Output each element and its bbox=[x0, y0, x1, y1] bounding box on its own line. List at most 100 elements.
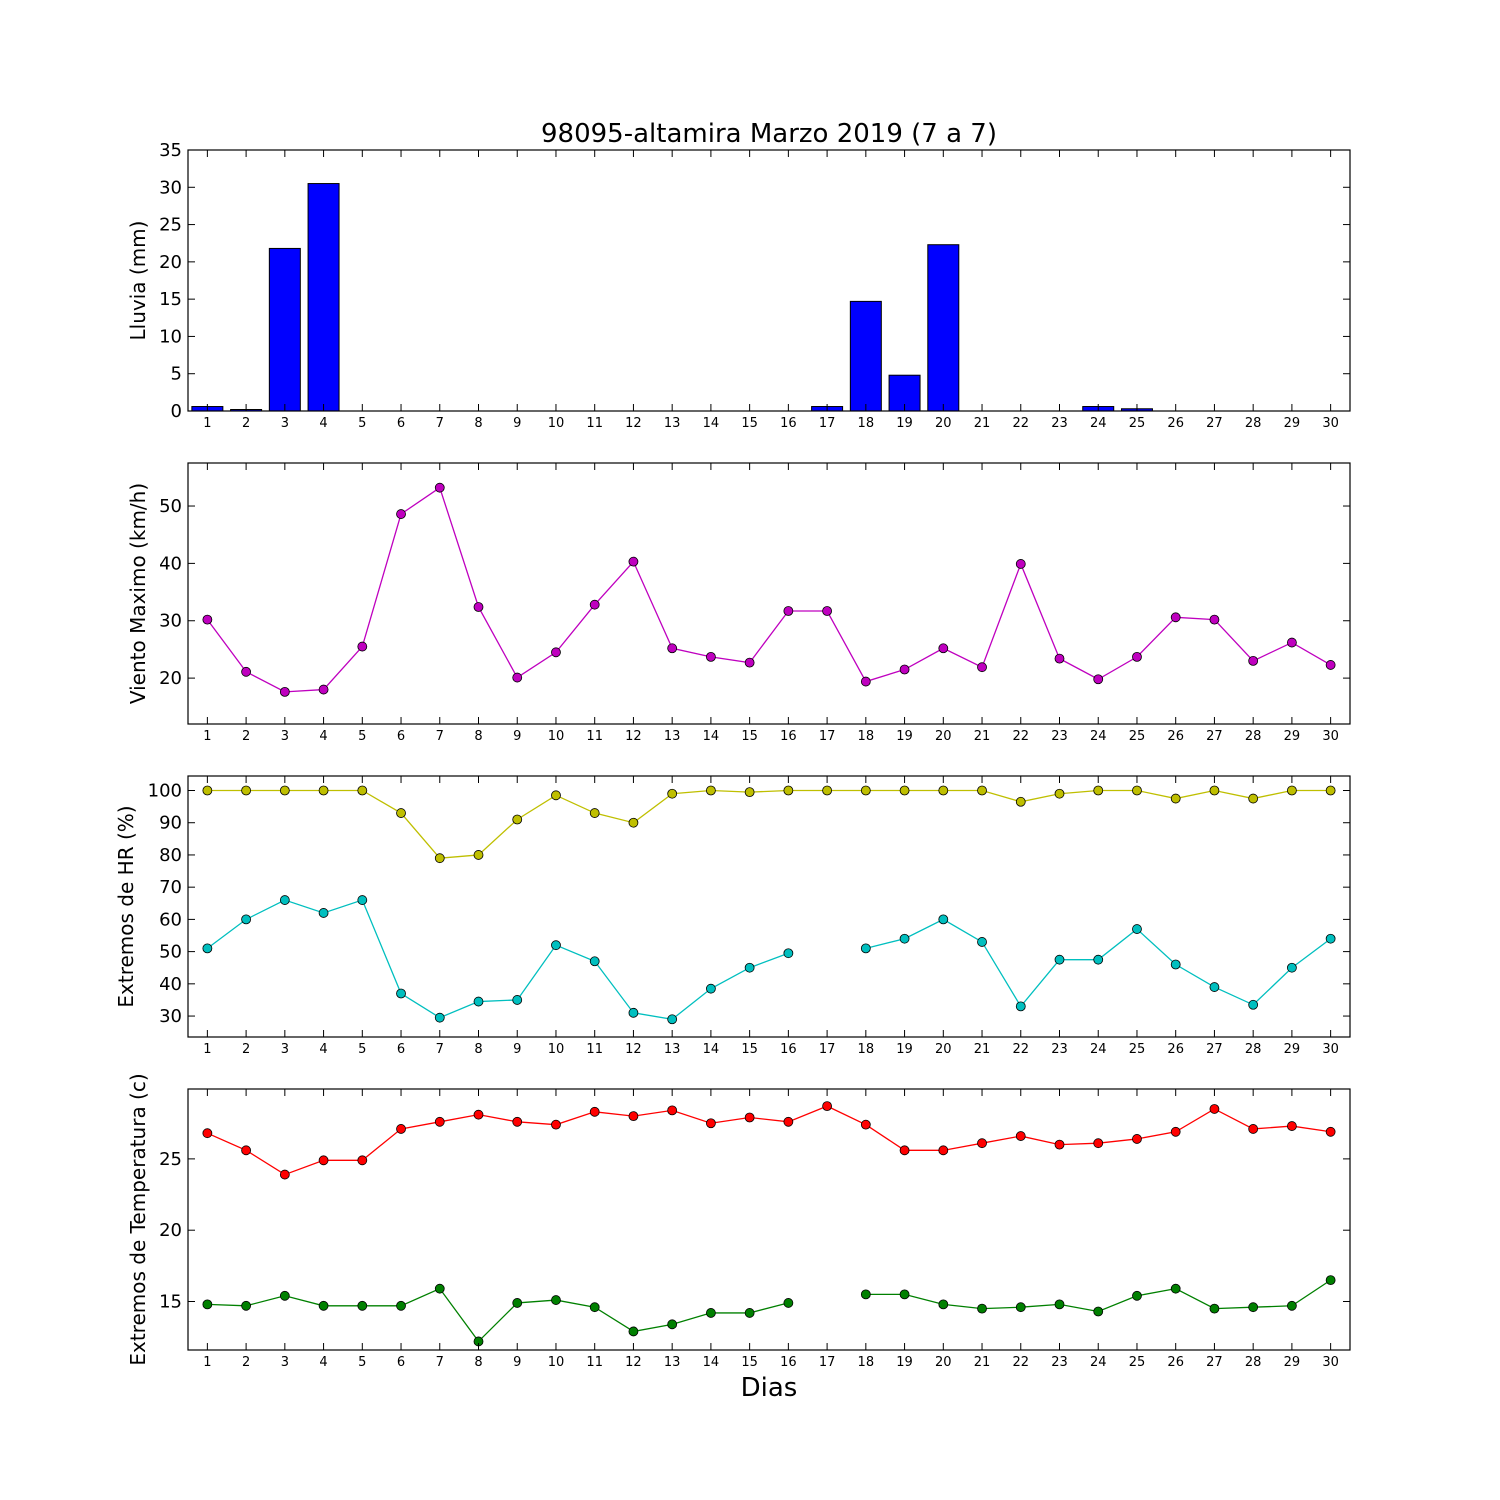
x-tick-label: 26 bbox=[1167, 1042, 1184, 1057]
series-1-point-day-13 bbox=[667, 643, 678, 654]
series-2-point-day-16 bbox=[783, 1298, 794, 1308]
x-tick-label: 17 bbox=[819, 729, 836, 744]
x-tick-label: 1 bbox=[203, 729, 211, 744]
x-tick-label: 23 bbox=[1051, 1355, 1068, 1370]
series-2-point-day-20 bbox=[938, 914, 949, 925]
x-tick-label: 5 bbox=[358, 729, 366, 744]
series-1-point-day-13 bbox=[667, 1105, 678, 1116]
series-1-point-day-10 bbox=[551, 790, 561, 801]
series-1-point-day-2 bbox=[241, 1145, 252, 1156]
x-tick-label: 22 bbox=[1012, 1355, 1029, 1370]
x-tick-label: 20 bbox=[935, 1042, 952, 1057]
x-tick-label: 23 bbox=[1051, 729, 1068, 744]
series-2-point-day-30 bbox=[1325, 933, 1336, 944]
series-1-point-day-20 bbox=[938, 785, 949, 796]
series-1-point-day-11 bbox=[589, 808, 600, 818]
x-tick-label: 13 bbox=[664, 729, 681, 744]
y-tick-label: 30 bbox=[159, 1006, 182, 1027]
x-tick-label: 27 bbox=[1206, 1042, 1223, 1057]
y-tick-label: 25 bbox=[159, 1149, 182, 1170]
x-tick-label: 14 bbox=[703, 1042, 720, 1057]
x-tick-label: 7 bbox=[436, 1042, 444, 1057]
series-2-point-day-25 bbox=[1132, 1290, 1142, 1301]
x-tick-label: 22 bbox=[1012, 729, 1029, 744]
x-tick-label: 4 bbox=[319, 1042, 327, 1057]
x-tick-label: 30 bbox=[1322, 1042, 1339, 1057]
y-tick-label: 25 bbox=[159, 215, 182, 236]
series-1-point-day-26 bbox=[1170, 612, 1181, 623]
series-1-point-day-29 bbox=[1287, 785, 1297, 796]
series-1-point-day-10 bbox=[551, 647, 561, 658]
y-axis-label: Extremos de HR (%) bbox=[114, 805, 138, 1007]
x-tick-label: 11 bbox=[586, 729, 603, 744]
series-1-point-day-4 bbox=[318, 684, 329, 695]
series-2-point-day-11 bbox=[589, 1302, 600, 1313]
series-2-point-day-29 bbox=[1287, 962, 1297, 973]
x-tick-label: 25 bbox=[1129, 1042, 1146, 1057]
x-tick-label: 18 bbox=[858, 1042, 875, 1057]
x-tick-label: 9 bbox=[513, 729, 521, 744]
x-tick-label: 10 bbox=[548, 416, 565, 431]
series-2-point-day-26 bbox=[1170, 1283, 1181, 1294]
series-2-point-day-4 bbox=[318, 1300, 329, 1311]
series-2-point-day-6 bbox=[396, 1300, 406, 1311]
x-tick-label: 5 bbox=[358, 1355, 366, 1370]
x-tick-label: 1 bbox=[203, 416, 211, 431]
series-2-point-day-10 bbox=[551, 940, 561, 951]
series-1-point-day-22 bbox=[1015, 796, 1026, 807]
series-1-point-day-30 bbox=[1325, 660, 1336, 670]
series-2-point-day-14 bbox=[706, 1308, 716, 1318]
series-2-point-day-19 bbox=[899, 933, 910, 944]
series-2-point-day-20 bbox=[938, 1299, 949, 1310]
x-tick-label: 4 bbox=[319, 729, 327, 744]
series-1-line bbox=[207, 789, 1331, 859]
x-tick-label: 15 bbox=[741, 1042, 758, 1057]
series-1-point-day-17 bbox=[822, 606, 832, 616]
series-2-point-day-22 bbox=[1015, 1302, 1026, 1313]
series-1-point-day-1 bbox=[202, 785, 213, 796]
x-tick-label: 27 bbox=[1206, 416, 1223, 431]
x-tick-label: 23 bbox=[1051, 1042, 1068, 1057]
x-tick-label: 26 bbox=[1167, 1355, 1184, 1370]
x-tick-label: 8 bbox=[474, 416, 482, 431]
x-tick-label: 15 bbox=[741, 729, 758, 744]
x-tick-label: 16 bbox=[780, 416, 797, 431]
x-tick-label: 25 bbox=[1129, 729, 1146, 744]
y-tick-label: 35 bbox=[159, 140, 182, 161]
series-2-point-day-13 bbox=[667, 1319, 678, 1330]
series-2-point-day-23 bbox=[1054, 954, 1065, 965]
x-tick-label: 20 bbox=[935, 416, 952, 431]
series-1-point-day-2 bbox=[241, 666, 252, 677]
x-tick-label: 12 bbox=[625, 1355, 642, 1370]
series-1-point-day-19 bbox=[899, 664, 910, 675]
series-1-point-day-26 bbox=[1170, 793, 1181, 804]
series-1-point-day-21 bbox=[977, 662, 987, 673]
x-tick-label: 24 bbox=[1090, 1355, 1107, 1370]
y-tick-label: 20 bbox=[159, 1220, 182, 1241]
series-1-point-day-13 bbox=[667, 788, 678, 799]
series-1-point-day-28 bbox=[1248, 656, 1259, 666]
x-tick-label: 29 bbox=[1284, 729, 1301, 744]
y-tick-label: 90 bbox=[159, 813, 182, 834]
x-tick-label: 6 bbox=[397, 1355, 405, 1370]
series-1-point-day-24 bbox=[1093, 785, 1104, 796]
series-1-point-day-19 bbox=[899, 1145, 910, 1156]
series-1-point-day-22 bbox=[1015, 1131, 1026, 1141]
series-2-point-day-28 bbox=[1248, 999, 1259, 1010]
series-1-point-day-15 bbox=[744, 787, 755, 798]
series-1-point-day-9 bbox=[512, 1116, 523, 1127]
x-tick-label: 29 bbox=[1284, 1355, 1301, 1370]
x-tick-label: 11 bbox=[586, 1042, 603, 1057]
series-1-point-day-28 bbox=[1248, 1124, 1259, 1134]
series-1-point-day-11 bbox=[589, 599, 600, 610]
series-1-point-day-29 bbox=[1287, 1121, 1297, 1131]
x-tick-label: 30 bbox=[1322, 729, 1339, 744]
series-1-point-day-18 bbox=[860, 785, 871, 796]
x-tick-label: 22 bbox=[1012, 416, 1029, 431]
series-2-point-day-10 bbox=[551, 1295, 561, 1305]
series-1-point-day-8 bbox=[473, 850, 484, 860]
y-tick-label: 60 bbox=[159, 909, 182, 930]
series-2-point-day-3 bbox=[279, 1290, 290, 1301]
